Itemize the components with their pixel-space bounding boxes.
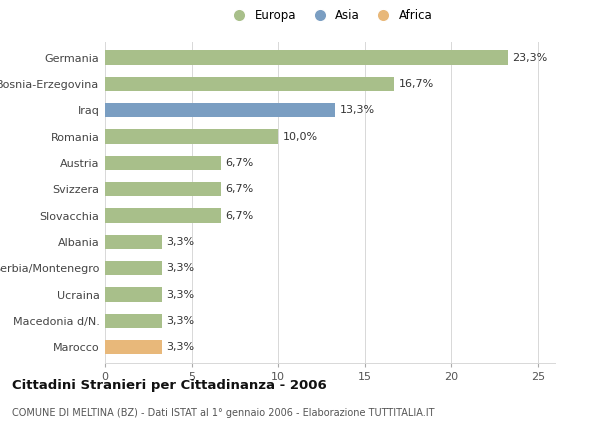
Text: 6,7%: 6,7% [225, 184, 254, 194]
Bar [105, 208, 221, 223]
Text: 6,7%: 6,7% [225, 158, 254, 168]
Legend: Europa, Asia, Africa: Europa, Asia, Africa [227, 9, 433, 22]
Text: 3,3%: 3,3% [166, 316, 194, 326]
Bar [105, 77, 394, 91]
Bar [105, 235, 162, 249]
Bar [105, 129, 278, 144]
Text: COMUNE DI MELTINA (BZ) - Dati ISTAT al 1° gennaio 2006 - Elaborazione TUTTITALIA: COMUNE DI MELTINA (BZ) - Dati ISTAT al 1… [12, 408, 434, 418]
Text: 16,7%: 16,7% [398, 79, 434, 89]
Text: 3,3%: 3,3% [166, 263, 194, 273]
Bar [105, 287, 162, 302]
Bar [105, 103, 335, 117]
Bar [105, 261, 162, 275]
Text: 13,3%: 13,3% [340, 105, 374, 115]
Bar [105, 182, 221, 197]
Text: 3,3%: 3,3% [166, 237, 194, 247]
Bar [105, 340, 162, 355]
Text: Cittadini Stranieri per Cittadinanza - 2006: Cittadini Stranieri per Cittadinanza - 2… [12, 379, 327, 392]
Text: 3,3%: 3,3% [166, 290, 194, 300]
Bar [105, 156, 221, 170]
Bar [105, 50, 508, 65]
Text: 6,7%: 6,7% [225, 211, 254, 220]
Bar [105, 314, 162, 328]
Text: 3,3%: 3,3% [166, 342, 194, 352]
Text: 10,0%: 10,0% [283, 132, 317, 142]
Text: 23,3%: 23,3% [512, 53, 548, 62]
